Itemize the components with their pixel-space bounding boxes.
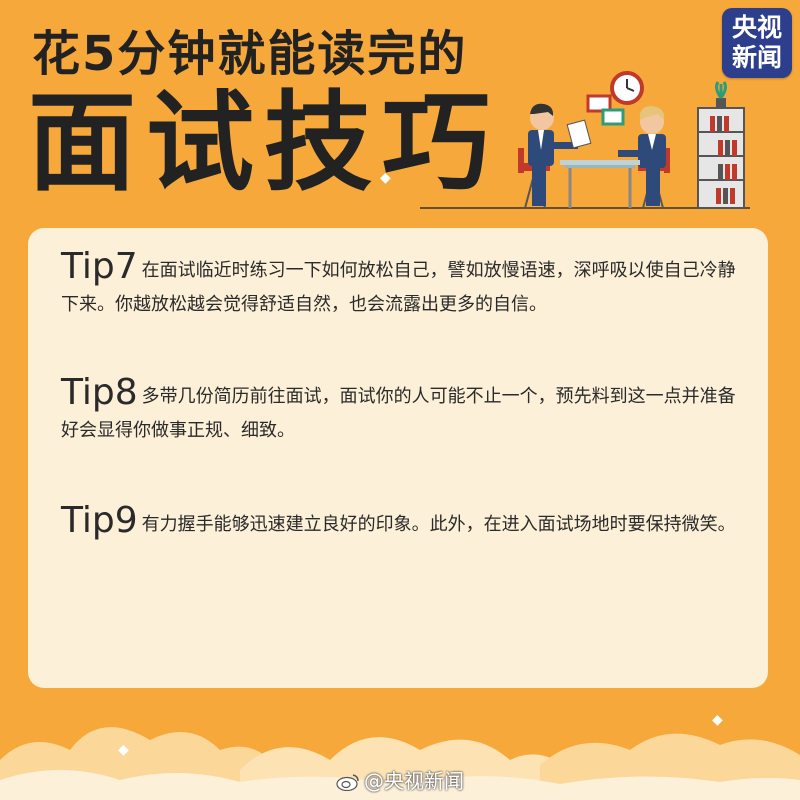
tip-label: Tip8 — [61, 372, 138, 413]
interviewer-figure — [528, 103, 592, 206]
wall-frame-icon — [601, 108, 625, 126]
weibo-watermark[interactable]: @央视新闻 — [336, 765, 464, 794]
interview-illustration — [420, 71, 750, 209]
candidate-figure — [618, 106, 666, 206]
watermark-text: @央视新闻 — [364, 769, 464, 793]
cctv-news-logo[interactable]: 央视 新闻 — [722, 8, 792, 78]
tip-text: 多带几份简历前往面试，面试你的人可能不止一个，预先料到这一点并准备好会显得你做事… — [61, 386, 736, 441]
sparkle-icon: ◆ — [712, 712, 723, 728]
wall-frame-icon — [586, 94, 612, 113]
tip-9: Tip9 有力握手能够迅速建立良好的印象。此外，在进入面试场地时要保持微笑。 — [61, 503, 751, 542]
cloud-decoration — [0, 727, 800, 800]
bookshelf-icon — [697, 81, 745, 209]
tip-7: Tip7 在面试临近时练习一下如何放松自己，譬如放慢语速，深呼吸以使自己冷静下来。… — [61, 249, 751, 322]
sparkle-icon: ◆ — [380, 170, 391, 186]
tip-label: Tip7 — [61, 246, 138, 287]
tip-text: 有力握手能够迅速建立良好的印象。此外，在进入面试场地时要保持微笑。 — [141, 514, 736, 535]
weibo-icon — [336, 774, 359, 791]
subtitle: 花5分钟就能读完的 — [32, 26, 468, 82]
page-title: 面试技巧 — [28, 81, 501, 206]
logo-line-2: 新闻 — [731, 43, 782, 72]
sparkle-icon: ◆ — [118, 742, 129, 758]
clock-icon — [610, 71, 644, 105]
tip-label: Tip9 — [61, 500, 138, 541]
tip-8: Tip8 多带几份简历前往面试，面试你的人可能不止一个，预先料到这一点并准备好会显… — [61, 375, 751, 448]
tip-text: 在面试临近时练习一下如何放松自己，譬如放慢语速，深呼吸以使自己冷静下来。你越放松… — [61, 260, 736, 315]
logo-line-1: 央视 — [731, 13, 782, 42]
tips-card: Tip7 在面试临近时练习一下如何放松自己，譬如放慢语速，深呼吸以使自己冷静下来。… — [28, 228, 768, 688]
